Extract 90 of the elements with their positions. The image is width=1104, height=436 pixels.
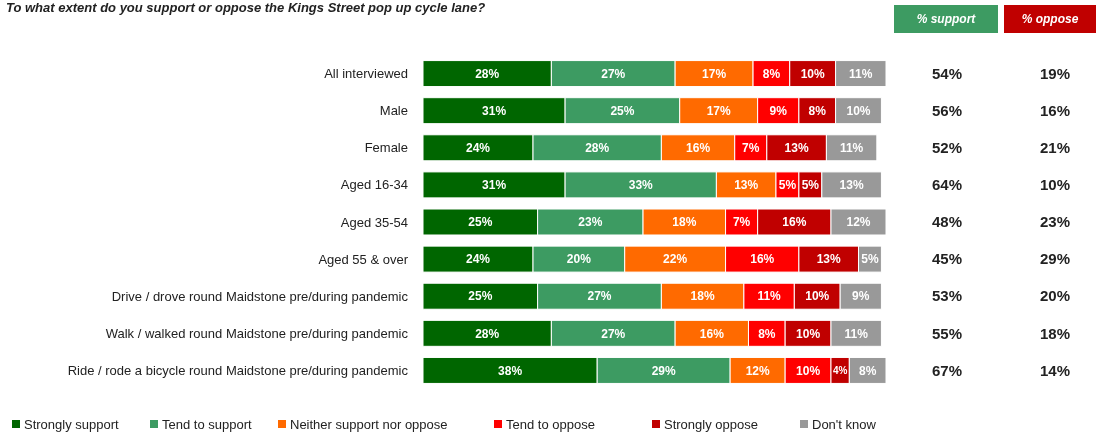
data-label: 7%	[732, 215, 751, 230]
text: 67%	[931, 361, 963, 379]
data-label: 28%	[475, 66, 500, 81]
data-label: 4%	[832, 364, 848, 376]
data-label: 27%	[601, 66, 626, 81]
data-label: 17%	[706, 103, 732, 118]
data-label: 5%	[801, 178, 820, 193]
data-label: 29%	[651, 363, 676, 378]
data-label: 11%	[757, 289, 782, 304]
data-label: 8%	[858, 363, 877, 378]
legend-label: Don't know	[812, 416, 877, 432]
text: 55%	[931, 324, 963, 342]
y-tick-label: Aged 16-34	[340, 177, 408, 193]
data-label: 31%	[482, 103, 507, 118]
text: 48%	[931, 213, 963, 231]
text: 10%	[1039, 176, 1071, 194]
data-label: 10%	[796, 363, 821, 378]
data-label: 27%	[587, 289, 612, 304]
text: 19%	[1039, 64, 1071, 82]
text: 56%	[931, 101, 963, 119]
data-label: 25%	[468, 215, 493, 230]
text: % support	[916, 12, 977, 27]
text: 20%	[1039, 287, 1071, 305]
data-label: 8%	[758, 326, 776, 341]
data-label: 23%	[578, 215, 603, 230]
data-label: 24%	[465, 140, 491, 155]
y-tick-label: Male	[379, 103, 408, 119]
data-label: 11%	[849, 66, 873, 81]
legend-label: Tend to support	[162, 416, 252, 432]
data-label: 28%	[475, 326, 500, 341]
data-label: 38%	[498, 363, 523, 378]
data-label: 13%	[734, 178, 759, 193]
text: % oppose	[1021, 12, 1079, 27]
data-label: 9%	[852, 289, 870, 304]
text: 14%	[1039, 361, 1071, 379]
y-tick-label: Walk / walked round Maidstone pre/during pandemic	[105, 325, 409, 341]
data-label: 12%	[846, 215, 871, 230]
data-label: 13%	[839, 178, 864, 193]
data-label: 13%	[816, 252, 842, 267]
data-label: 20%	[566, 252, 592, 267]
data-label: 5%	[861, 252, 879, 267]
legend-label: Tend to oppose	[506, 416, 595, 432]
data-label: 10%	[805, 289, 830, 304]
data-label: 11%	[839, 140, 864, 155]
text: 21%	[1039, 139, 1071, 157]
data-label: 10%	[796, 326, 821, 341]
text: 16%	[1039, 101, 1071, 119]
text: 18%	[1039, 324, 1071, 342]
data-label: 8%	[808, 103, 827, 118]
data-label: 17%	[702, 66, 727, 81]
text: 54%	[931, 64, 963, 82]
data-label: 7%	[742, 140, 760, 155]
data-label: 16%	[686, 140, 711, 155]
text: 53%	[931, 287, 963, 305]
data-label: 25%	[610, 103, 635, 118]
y-tick-label: All interviewed	[324, 66, 408, 82]
y-tick-label: Aged 55 & over	[318, 251, 409, 267]
y-tick-label: Aged 35-54	[340, 214, 408, 230]
data-label: 13%	[784, 140, 809, 155]
data-label: 16%	[782, 215, 807, 230]
text: 45%	[931, 250, 963, 268]
data-label: 28%	[585, 140, 610, 155]
data-label: 22%	[663, 252, 688, 267]
data-label: 33%	[628, 178, 654, 193]
data-label: 12%	[745, 363, 770, 378]
data-label: 11%	[844, 326, 869, 341]
legend-label: Neither support nor oppose	[290, 416, 448, 432]
legend-label: Strongly support	[24, 416, 120, 432]
data-label: 5%	[778, 178, 797, 193]
data-label: 8%	[762, 66, 781, 81]
text: 29%	[1039, 250, 1071, 268]
data-label: 18%	[672, 215, 697, 230]
text: 64%	[931, 176, 963, 194]
data-label: 18%	[690, 289, 715, 304]
y-tick-label: Female	[364, 140, 408, 156]
y-tick-label: Ride / rode a bicycle round Maidstone pre/during pandemic	[67, 362, 409, 378]
data-label: 25%	[468, 289, 493, 304]
data-label: 10%	[800, 66, 825, 81]
data-label: 31%	[482, 178, 507, 193]
y-tick-label: Drive / drove round Maidstone pre/during pandemic	[111, 288, 409, 304]
text: To what extent do you support or oppose the Kings Street pop up cycle lane?	[6, 0, 486, 15]
data-label: 9%	[769, 103, 788, 118]
text: 23%	[1039, 213, 1071, 231]
data-label: 24%	[465, 252, 491, 267]
data-label: 27%	[601, 326, 626, 341]
legend-label: Strongly oppose	[664, 416, 758, 432]
text: 52%	[931, 139, 963, 157]
data-label: 16%	[750, 252, 775, 267]
data-label: 16%	[699, 326, 725, 341]
data-label: 10%	[846, 103, 871, 118]
